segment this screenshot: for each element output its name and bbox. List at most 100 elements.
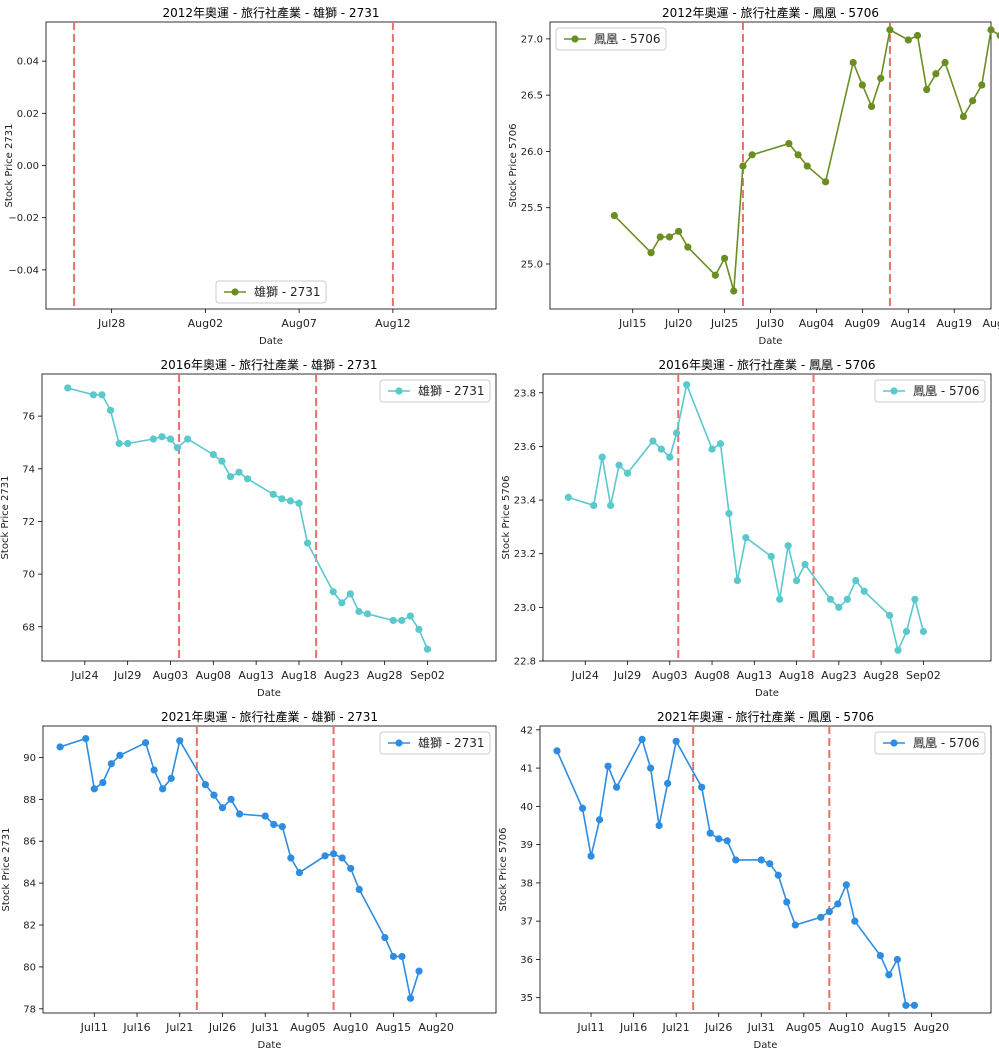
x-tick-label: Aug15: [871, 1021, 906, 1034]
chart-title: 2012年奧運 - 旅行社產業 - 鳳凰 - 5706: [662, 5, 879, 20]
data-point: [860, 587, 868, 595]
y-axis-label: Stock Price 2731: [0, 476, 11, 560]
data-point: [684, 243, 692, 251]
data-point: [852, 576, 860, 585]
data-point: [355, 607, 363, 616]
x-tick-label: Sep02: [906, 669, 941, 682]
data-point: [159, 785, 167, 793]
x-axis-label: Date: [754, 1040, 778, 1051]
x-tick-label: Aug03: [652, 669, 687, 682]
data-point: [665, 233, 674, 241]
x-tick-label: Aug14: [891, 317, 926, 330]
x-tick-label: Aug24: [982, 317, 999, 330]
data-point: [389, 616, 397, 625]
x-tick-label: Aug18: [779, 669, 814, 682]
legend-marker: [395, 739, 403, 747]
x-tick-label: Jul11: [80, 1021, 108, 1034]
chart-title: 2016年奧運 - 旅行社產業 - 鳳凰 - 5706: [659, 357, 876, 372]
x-tick-label: Aug05: [290, 1021, 325, 1034]
data-point: [683, 381, 691, 389]
x-tick-label: Aug13: [737, 669, 772, 682]
y-tick-label: 72: [22, 517, 35, 528]
y-tick-label: 23.0: [514, 603, 536, 614]
data-point: [978, 81, 986, 89]
y-tick-label: 90: [23, 753, 36, 764]
data-point: [406, 612, 414, 620]
legend: 雄獅 - 2731: [215, 280, 327, 304]
x-axis-label: Date: [257, 688, 281, 699]
data-point: [590, 501, 598, 510]
data-point: [803, 162, 811, 170]
y-tick-label: 84: [23, 879, 36, 890]
data-point: [638, 735, 646, 743]
data-point: [612, 783, 621, 791]
data-point: [270, 820, 278, 829]
legend-box: [874, 731, 986, 755]
y-tick-label: 80: [23, 962, 36, 973]
data-point: [56, 743, 64, 751]
x-tick-label: Jul11: [576, 1021, 604, 1034]
data-point: [158, 433, 166, 441]
data-point: [723, 837, 731, 845]
data-point: [389, 952, 398, 961]
x-tick-label: Jul28: [97, 317, 125, 330]
series-line: [59, 737, 420, 1002]
data-point: [406, 994, 415, 1002]
data-point: [338, 599, 346, 607]
plot-frame: [41, 373, 497, 662]
data-point: [99, 778, 107, 787]
data-point: [235, 468, 243, 476]
data-point: [766, 860, 774, 868]
x-tick-label: Jul21: [662, 1021, 690, 1034]
y-tick-label: 0.02: [17, 109, 39, 120]
data-point: [666, 453, 674, 461]
y-tick-label: 76: [22, 412, 35, 423]
data-point: [851, 917, 859, 925]
x-tick-label: Aug08: [694, 669, 729, 682]
data-point: [904, 36, 912, 44]
data-point: [604, 762, 612, 770]
data-point: [90, 785, 98, 793]
data-point: [730, 287, 738, 295]
x-tick-label: Jul24: [70, 669, 98, 682]
x-tick-label: Aug04: [799, 317, 834, 330]
x-axis-label: Date: [755, 688, 779, 699]
y-tick-label: 37: [520, 917, 533, 928]
legend-label: 雄獅 - 2731: [418, 735, 485, 750]
chart-panel-1: 2012年奧運 - 旅行社產業 - 雄獅 - 2731 −0.04 −0.02 0.0…: [4, 5, 497, 347]
data-point: [792, 576, 801, 585]
data-point: [698, 783, 706, 791]
data-point: [415, 967, 423, 975]
legend: 鳳凰 - 5706: [555, 27, 667, 51]
data-point: [784, 542, 792, 550]
y-tick-label: 26.0: [521, 147, 543, 158]
data-point: [106, 406, 115, 414]
y-tick-label: 86: [23, 837, 36, 848]
data-point: [595, 816, 604, 824]
y-tick-label: −0.02: [8, 213, 39, 224]
data-point: [767, 552, 775, 560]
data-point: [716, 440, 725, 448]
data-point: [89, 391, 97, 399]
data-point: [243, 475, 252, 483]
data-point: [287, 854, 295, 862]
x-tick-label: Aug07: [281, 317, 316, 330]
x-tick-label: Aug02: [188, 317, 223, 330]
y-tick-label: 82: [23, 921, 36, 932]
x-tick-label: Aug20: [914, 1021, 949, 1034]
y-axis-label: Stock Price 5706: [508, 124, 519, 208]
data-point: [776, 595, 784, 603]
legend-box: [379, 731, 491, 755]
y-tick-label: 35: [520, 993, 533, 1004]
data-point: [398, 952, 406, 961]
legend-box: [874, 379, 986, 403]
data-point: [893, 955, 901, 964]
legend-marker: [890, 739, 898, 747]
y-tick-label: 22.8: [514, 657, 536, 668]
data-point: [330, 850, 338, 858]
series-line: [67, 387, 429, 650]
x-tick-label: Aug23: [821, 669, 856, 682]
data-point: [116, 751, 124, 759]
legend-marker: [890, 387, 898, 395]
y-tick-label: 26.5: [521, 91, 543, 102]
